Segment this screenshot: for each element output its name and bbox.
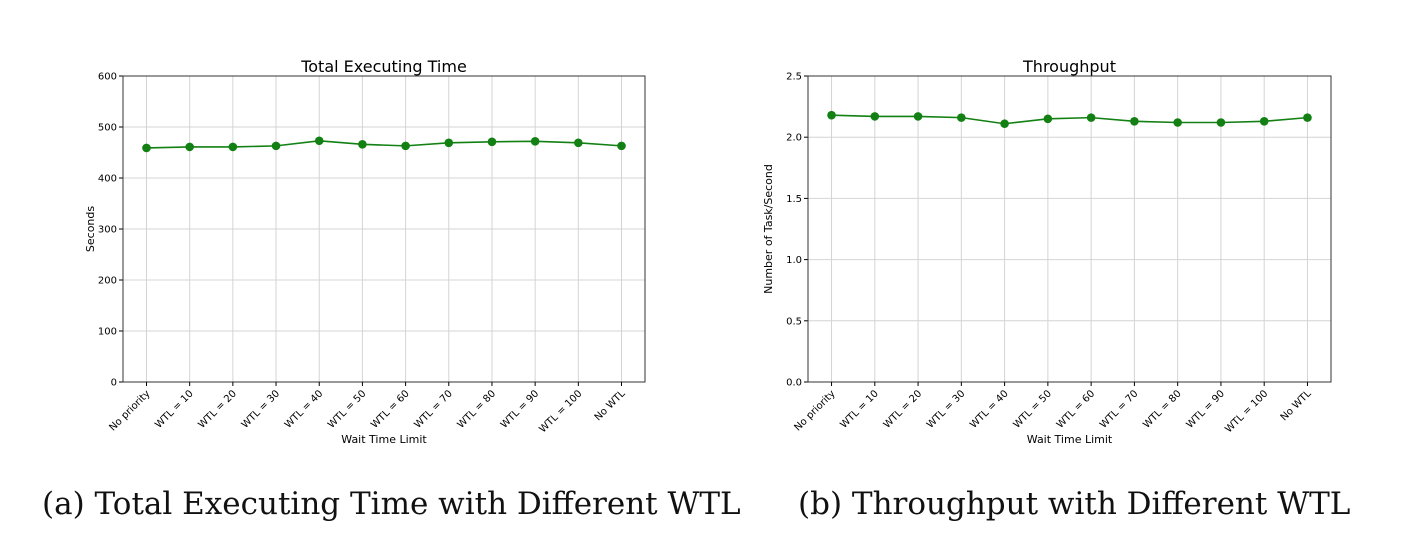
- y-tick-label: 100: [98, 327, 117, 338]
- x-tick-label: WTL = 60: [1055, 388, 1097, 430]
- y-tick-label: 0.0: [786, 378, 802, 389]
- chart-title: Throughput: [1022, 57, 1116, 76]
- data-point: [1259, 116, 1269, 126]
- x-tick-label: WTL = 70: [412, 388, 454, 430]
- y-tick-label: 1.0: [786, 255, 802, 266]
- data-point: [1303, 113, 1312, 122]
- data-point: [870, 112, 880, 121]
- data-point: [228, 142, 238, 152]
- data-point: [913, 112, 923, 121]
- data-point: [574, 138, 583, 148]
- x-tick-label: WTL = 10: [153, 388, 195, 430]
- x-tick-label: WTL = 40: [968, 388, 1010, 430]
- data-point: [1086, 113, 1096, 122]
- x-tick-label: WTL = 80: [1141, 388, 1183, 430]
- x-tick-label: WTL = 30: [240, 388, 282, 430]
- data-point: [401, 141, 410, 151]
- x-tick-label: WTL = 40: [283, 388, 325, 430]
- y-axis-label: Number of Task/Second: [762, 164, 775, 294]
- data-point: [957, 113, 966, 122]
- y-tick-label: 2.0: [786, 133, 802, 144]
- y-tick-label: 600: [98, 72, 117, 83]
- series-line: [146, 139, 622, 149]
- data-point: [444, 138, 454, 148]
- y-tick-label: 1.5: [786, 194, 802, 205]
- x-tick-label: WTL = 100: [1223, 388, 1270, 435]
- data-point: [1130, 116, 1139, 126]
- x-tick-label: WTL = 50: [1012, 388, 1054, 430]
- data-point: [314, 136, 324, 146]
- y-axis-label: Seconds: [84, 206, 97, 252]
- x-tick-label: WTL = 30: [925, 388, 967, 430]
- data-point: [1216, 118, 1226, 127]
- plot-frame: [807, 75, 1332, 383]
- y-tick-label: 0.5: [786, 316, 802, 327]
- y-tick-label: 400: [98, 174, 117, 185]
- data-point: [271, 141, 281, 151]
- data-point: [617, 141, 626, 151]
- x-tick-label: WTL = 80: [456, 388, 498, 430]
- y-tick-label: 300: [98, 225, 117, 236]
- x-tick-label: No WTL: [593, 388, 628, 423]
- x-tick-label: WTL = 50: [326, 388, 368, 430]
- y-tick-label: 200: [98, 276, 117, 287]
- x-tick-label: WTL = 10: [838, 388, 880, 430]
- caption-total-executing-time: (a) Total Executing Time with Different …: [42, 486, 741, 522]
- data-point: [487, 137, 497, 147]
- data-point: [142, 143, 151, 153]
- x-tick-label: WTL = 90: [1185, 388, 1227, 430]
- x-axis-label: Wait Time Limit: [1027, 433, 1113, 446]
- y-tick-label: 0: [111, 378, 117, 389]
- x-tick-label: WTL = 20: [197, 388, 239, 430]
- data-point: [358, 140, 367, 149]
- data-point: [1000, 119, 1009, 129]
- data-point: [185, 142, 194, 152]
- x-tick-label: WTL = 100: [538, 388, 585, 435]
- chart-throughput: 0.00.51.01.52.02.5No priority WTL = 10 WTL…: [762, 57, 1332, 446]
- data-point: [1043, 114, 1053, 124]
- chart-title: Total Executing Time: [300, 57, 467, 76]
- data-point: [1173, 118, 1182, 127]
- x-tick-label: No priority: [107, 388, 152, 433]
- data-point: [530, 136, 540, 146]
- x-tick-label: WTL = 60: [369, 388, 411, 430]
- x-tick-label: WTL = 70: [1098, 388, 1140, 430]
- x-tick-label: WTL = 90: [499, 388, 541, 430]
- data-point: [827, 110, 836, 120]
- plot-frame: [122, 75, 646, 383]
- x-tick-label: WTL = 20: [882, 388, 924, 430]
- series-line: [831, 114, 1308, 125]
- x-axis-label: Wait Time Limit: [341, 433, 427, 446]
- caption-throughput: (b) Throughput with Different WTL: [798, 486, 1351, 522]
- y-tick-label: 2.5: [786, 72, 802, 83]
- x-tick-label: No priority: [792, 388, 837, 433]
- x-tick-label: No WTL: [1279, 388, 1314, 423]
- y-tick-label: 500: [98, 123, 117, 134]
